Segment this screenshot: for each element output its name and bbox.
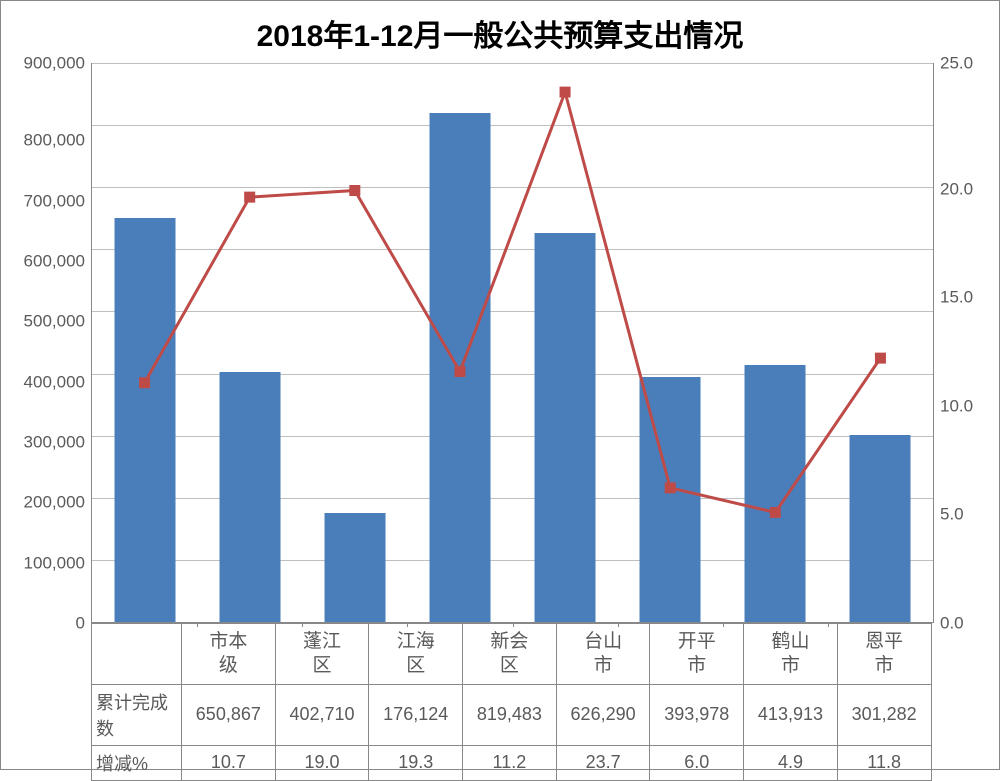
table-cell: 413,913 xyxy=(744,684,838,745)
trend-line xyxy=(145,92,881,512)
category-tick xyxy=(723,622,724,627)
y-left-tick-label: 0 xyxy=(11,614,85,631)
table-cell: 19.0 xyxy=(275,745,369,780)
y-right-tick-label: 10.0 xyxy=(940,397,989,414)
line-marker xyxy=(770,507,780,517)
data-table: 市本级蓬江区江海区新会区台山市开平市鹤山市恩平市累计完成数650,867402,… xyxy=(91,623,932,781)
table-cell: 11.8 xyxy=(837,745,931,780)
table-cell: 393,978 xyxy=(650,684,744,745)
line-marker xyxy=(350,185,360,195)
line-marker xyxy=(560,87,570,97)
y-left-tick-label: 300,000 xyxy=(11,433,85,450)
y-axis-left: 900,000800,000700,000600,000500,000400,0… xyxy=(11,63,91,623)
table-cell: 176,124 xyxy=(369,684,463,745)
y-left-tick-label: 700,000 xyxy=(11,192,85,209)
y-left-tick-label: 900,000 xyxy=(11,55,85,72)
plot-row: 900,000800,000700,000600,000500,000400,0… xyxy=(11,63,989,623)
y-axis-right: 25.020.015.010.05.00.0 xyxy=(934,63,989,623)
chart-container: 2018年1-12月一般公共预算支出情况 900,000 800,000 700,0… xyxy=(0,0,1000,770)
y-left-tick-label: 400,000 xyxy=(11,373,85,390)
y-left-tick-label: 500,000 xyxy=(11,313,85,330)
y-right-tick-label: 20.0 xyxy=(940,180,989,197)
plot-area xyxy=(91,63,934,623)
category-label: 江海区 xyxy=(369,624,463,685)
y-right-tick-label: 5.0 xyxy=(940,506,989,523)
table-cell: 23.7 xyxy=(556,745,650,780)
table-cell: 402,710 xyxy=(275,684,369,745)
table-row-header: 累计完成数 xyxy=(92,684,182,745)
y-right-tick-label: 15.0 xyxy=(940,289,989,306)
table-cell: 301,282 xyxy=(837,684,931,745)
line-marker xyxy=(665,483,675,493)
table-cell: 11.2 xyxy=(463,745,557,780)
table-cell: 19.3 xyxy=(369,745,463,780)
line-marker xyxy=(140,378,150,388)
y-left-tick-label: 200,000 xyxy=(11,494,85,511)
chart-title: 2018年1-12月一般公共预算支出情况 xyxy=(11,11,989,55)
category-label: 蓬江区 xyxy=(275,624,369,685)
category-tick xyxy=(197,622,198,627)
line-series xyxy=(92,63,933,622)
category-tick xyxy=(513,622,514,627)
table-cell: 819,483 xyxy=(463,684,557,745)
table-row-header: 增减% xyxy=(92,745,182,780)
category-label: 恩平市 xyxy=(837,624,931,685)
category-tick xyxy=(302,622,303,627)
y-right-tick-label: 0.0 xyxy=(940,614,989,631)
table-cell: 4.9 xyxy=(744,745,838,780)
line-marker xyxy=(875,353,885,363)
line-marker xyxy=(455,367,465,377)
y-left-tick-label: 800,000 xyxy=(11,132,85,149)
y-right-tick-label: 25.0 xyxy=(940,55,989,72)
table-corner xyxy=(92,624,182,685)
category-tick xyxy=(828,622,829,627)
category-label: 台山市 xyxy=(556,624,650,685)
category-label: 鹤山市 xyxy=(744,624,838,685)
category-tick xyxy=(407,622,408,627)
table-cell: 626,290 xyxy=(556,684,650,745)
line-marker xyxy=(245,192,255,202)
y-left-tick-label: 100,000 xyxy=(11,554,85,571)
y-left-tick-label: 600,000 xyxy=(11,252,85,269)
table-cell: 650,867 xyxy=(182,684,276,745)
category-label: 开平市 xyxy=(650,624,744,685)
category-label: 市本级 xyxy=(182,624,276,685)
category-label: 新会区 xyxy=(463,624,557,685)
table-cell: 10.7 xyxy=(182,745,276,780)
table-cell: 6.0 xyxy=(650,745,744,780)
category-tick xyxy=(618,622,619,627)
